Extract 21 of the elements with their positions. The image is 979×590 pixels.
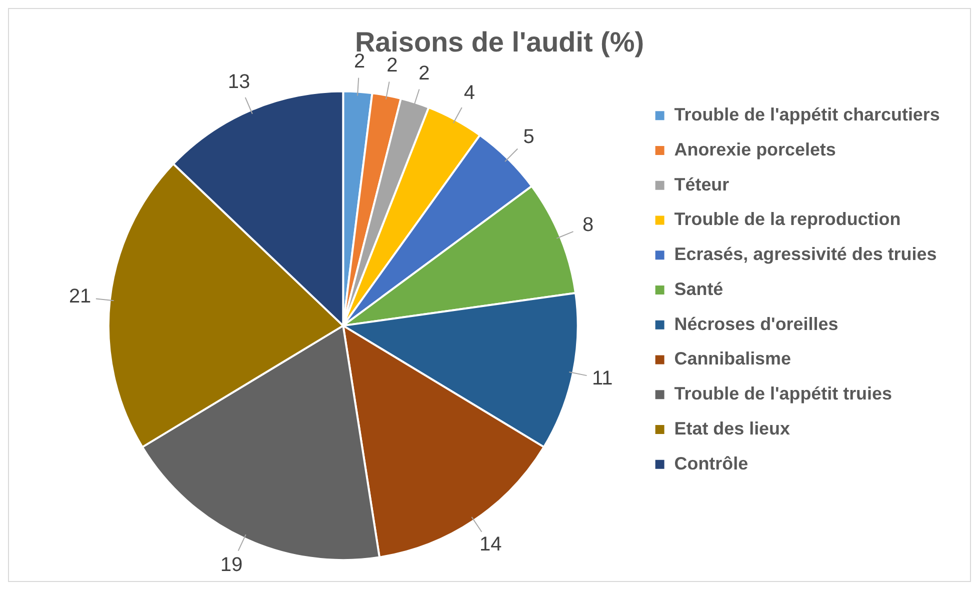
data-label: 13 [228, 71, 250, 94]
legend-label: Etat des lieux [674, 418, 790, 438]
data-label: 11 [592, 367, 613, 390]
data-label: 19 [220, 554, 243, 576]
legend-label: Ecrasés, agressivité des truies [674, 244, 937, 264]
data-label: 4 [464, 82, 476, 104]
legend-label: Nécroses d'oreilles [674, 314, 838, 334]
legend-label: Trouble de l'appétit truies [674, 384, 892, 404]
data-label: 8 [582, 214, 594, 236]
legend-label: Téteur [674, 174, 730, 194]
data-label: 2 [386, 54, 398, 76]
data-label: 21 [68, 285, 92, 308]
data-label: 14 [479, 534, 502, 556]
legend-label: Trouble de la reproduction [674, 209, 901, 230]
legend-label: Santé [674, 278, 724, 299]
legend-label: Anorexie porcelets [674, 139, 836, 160]
data-label: 5 [523, 126, 534, 148]
data-label: 2 [418, 62, 430, 85]
legend-label: Cannibalisme [674, 348, 792, 369]
legend-label: Contrôle [674, 453, 748, 474]
legend-label: Trouble de l'appétit charcutiers [674, 104, 940, 125]
